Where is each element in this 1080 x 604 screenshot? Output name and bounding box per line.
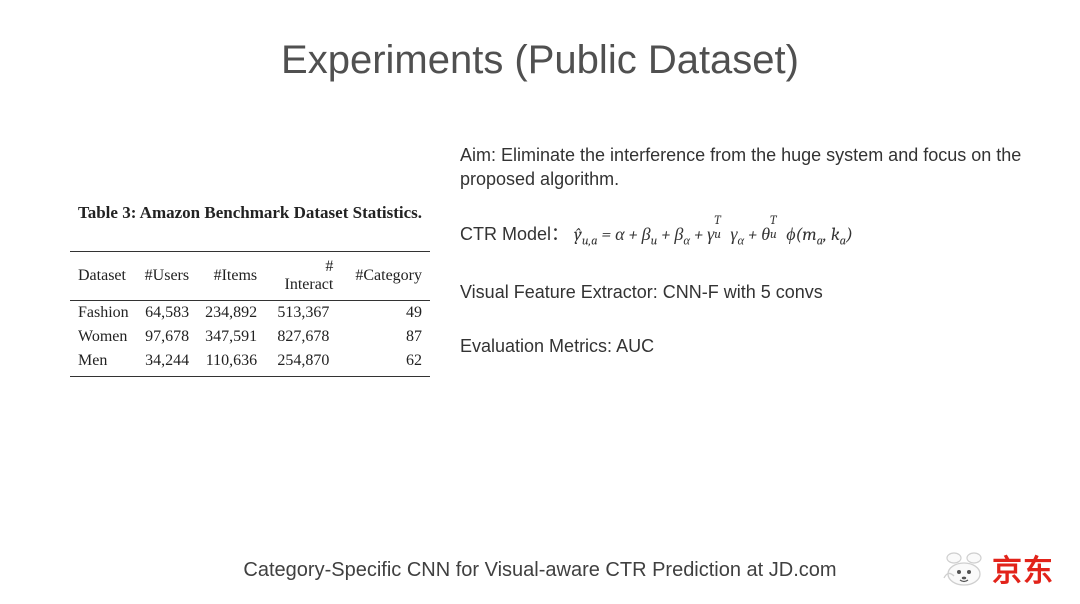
left-column: Table 3: Amazon Benchmark Dataset Statis…: [40, 143, 460, 389]
cell: 254,870: [265, 349, 347, 377]
cell: 62: [347, 349, 430, 377]
col-items: #Items: [197, 252, 265, 301]
col-dataset: Dataset: [70, 252, 137, 301]
ctr-formula: ŷu,a = α + βu + βα + γTuγα + θTuϕ(ma, ka…: [574, 224, 853, 245]
ctr-label: CTR Model：: [460, 224, 569, 244]
footer-text: Category-Specific CNN for Visual-aware C…: [0, 559, 1080, 582]
table-row: Men 34,244 110,636 254,870 62: [70, 349, 430, 377]
ctr-model-line: CTR Model： ŷu,a = α + βu + βα + γTuγα + …: [460, 222, 1040, 251]
cell: 87: [347, 325, 430, 349]
content-area: Table 3: Amazon Benchmark Dataset Statis…: [0, 143, 1080, 389]
cell: 97,678: [137, 325, 197, 349]
cell: 513,367: [265, 301, 347, 326]
jd-logo: 京东: [942, 546, 1054, 590]
vfe-text: Visual Feature Extractor: CNN-F with 5 c…: [460, 280, 1040, 304]
table-caption: Table 3: Amazon Benchmark Dataset Statis…: [70, 203, 430, 223]
table-header-row: Dataset #Users #Items # Interact #Catego…: [70, 252, 430, 301]
right-column: Aim: Eliminate the interference from the…: [460, 143, 1040, 389]
table-row: Fashion 64,583 234,892 513,367 49: [70, 301, 430, 326]
jd-mascot-icon: [942, 550, 986, 586]
col-users: #Users: [137, 252, 197, 301]
jd-logo-text: 京东: [992, 546, 1054, 590]
table-row: Women 97,678 347,591 827,678 87: [70, 325, 430, 349]
aim-text: Aim: Eliminate the interference from the…: [460, 143, 1040, 192]
cell: 34,244: [137, 349, 197, 377]
cell: 49: [347, 301, 430, 326]
cell: Men: [70, 349, 137, 377]
metrics-text: Evaluation Metrics: AUC: [460, 334, 1040, 358]
cell: Fashion: [70, 301, 137, 326]
cell: Women: [70, 325, 137, 349]
cell: 827,678: [265, 325, 347, 349]
col-interact: # Interact: [265, 252, 347, 301]
stats-table: Dataset #Users #Items # Interact #Catego…: [70, 251, 430, 377]
cell: 347,591: [197, 325, 265, 349]
col-category: #Category: [347, 252, 430, 301]
cell: 64,583: [137, 301, 197, 326]
cell: 234,892: [197, 301, 265, 326]
cell: 110,636: [197, 349, 265, 377]
slide-title: Experiments (Public Dataset): [0, 0, 1080, 83]
